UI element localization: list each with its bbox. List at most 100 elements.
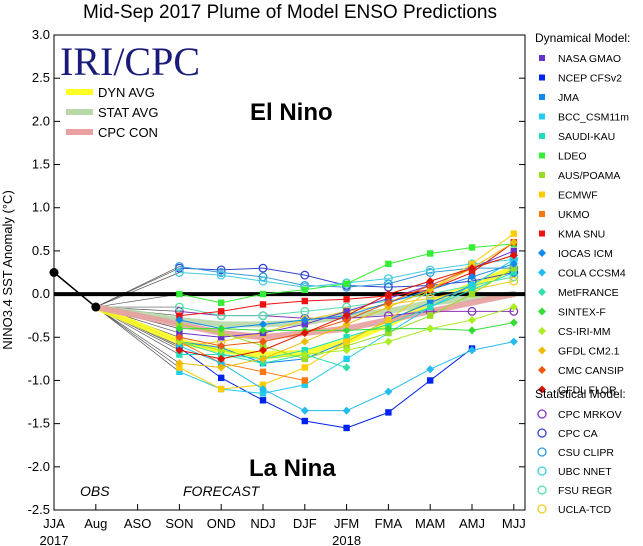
model-marker	[216, 265, 226, 275]
model-marker	[176, 351, 183, 358]
legend-label: FSU REGR	[558, 485, 613, 497]
model-marker	[300, 328, 309, 337]
x-tick-label: MJJ	[502, 516, 526, 531]
connector-line	[95, 306, 180, 364]
legend-marker	[538, 307, 546, 316]
legend-marker	[539, 74, 545, 81]
average-legend-label: DYN AVG	[98, 85, 155, 100]
model-marker	[343, 296, 350, 303]
model-marker	[385, 321, 392, 328]
legend-label: JMA	[558, 92, 579, 104]
model-marker	[217, 346, 226, 355]
model-marker	[218, 329, 225, 337]
model-marker	[175, 346, 184, 355]
average-legend: DYN AVG STAT AVG CPC CON	[66, 85, 158, 140]
model-marker	[301, 286, 308, 293]
model-marker	[343, 338, 350, 345]
y-axis-label: NINO3.4 SST Anomaly (°C)	[0, 190, 15, 350]
y-tick-label: 3.0	[32, 27, 50, 42]
y-tick-label: -2.5	[28, 502, 50, 517]
model-marker	[468, 264, 476, 273]
y-tick-label: 1.5	[32, 157, 50, 172]
model-marker	[259, 342, 267, 350]
legend-marker	[539, 191, 545, 198]
legend-label: CMC CANSIP	[558, 365, 624, 377]
model-series	[175, 303, 518, 363]
model-marker	[427, 377, 434, 384]
x-tick-label: NDJ	[250, 516, 275, 531]
legend-label: GFDL FLOR	[558, 385, 617, 397]
model-legend: Dynamical Model: NASA GMAO NCEP CFSv2 JMA BC…	[535, 31, 630, 516]
model-marker	[342, 363, 351, 372]
model-marker	[342, 316, 351, 324]
model-marker	[385, 409, 392, 416]
model-line	[179, 347, 473, 429]
model-marker	[300, 406, 309, 415]
observed-marker	[91, 302, 101, 312]
model-marker	[385, 316, 392, 324]
model-marker	[259, 381, 267, 388]
model-marker	[509, 251, 518, 260]
model-marker	[509, 337, 518, 346]
model-marker	[216, 270, 226, 280]
model-marker	[259, 290, 267, 298]
y-tick-label: -1.0	[28, 372, 50, 387]
y-tick-label: -0.5	[28, 329, 50, 344]
model-marker	[216, 268, 226, 277]
y-tick-label: 2.0	[32, 113, 50, 128]
legend-marker	[537, 447, 547, 457]
model-marker	[510, 269, 517, 276]
statistical-legend-title: Statistical Model:	[535, 387, 626, 401]
legend-marker	[537, 504, 547, 514]
model-marker	[217, 363, 226, 372]
x-tick-label: JJA	[43, 516, 65, 531]
model-marker	[384, 290, 393, 299]
model-marker	[176, 364, 183, 371]
model-marker	[468, 260, 476, 268]
legend-marker	[538, 385, 546, 394]
model-marker	[259, 368, 267, 376]
model-marker	[342, 320, 351, 329]
model-marker	[343, 308, 350, 315]
legend-label: BCC_CSM11m	[558, 112, 629, 124]
legend-label: ECMWF	[558, 190, 598, 202]
legend-label: GFDL CM2.1	[558, 346, 620, 358]
legend-label: KMA SNU	[558, 229, 605, 241]
legend-marker	[539, 152, 545, 159]
connector-line	[95, 272, 180, 308]
y-tick-label: -2.0	[28, 459, 50, 474]
model-marker	[427, 303, 434, 311]
y-tick-label: 0.0	[32, 286, 50, 301]
model-series	[176, 240, 517, 306]
legend-marker	[539, 211, 545, 217]
average-legend-label: CPC CON	[98, 125, 158, 140]
model-marker	[218, 385, 225, 393]
model-marker	[176, 321, 183, 328]
model-series	[175, 251, 518, 363]
model-marker	[301, 377, 308, 384]
legend-marker	[539, 94, 545, 100]
model-marker	[259, 301, 267, 308]
model-marker	[301, 297, 308, 305]
model-marker	[385, 329, 392, 337]
model-marker	[468, 282, 476, 289]
model-marker	[217, 350, 226, 359]
x-tick-label: Aug	[84, 516, 107, 531]
model-marker	[218, 374, 225, 382]
connector-line	[95, 266, 180, 308]
model-marker	[175, 316, 184, 324]
model-series	[175, 337, 518, 415]
model-marker	[259, 385, 267, 394]
legend-label: NCEP CFSv2	[558, 73, 622, 85]
model-marker	[301, 355, 308, 363]
model-marker	[300, 350, 309, 359]
y-tick-label: 1.0	[32, 200, 50, 215]
model-marker	[342, 311, 351, 320]
model-marker	[509, 318, 518, 327]
legend-label: SINTEX-F	[558, 307, 606, 319]
model-marker	[426, 285, 435, 294]
model-series	[176, 264, 517, 363]
model-marker	[174, 302, 184, 312]
model-marker	[384, 298, 393, 307]
